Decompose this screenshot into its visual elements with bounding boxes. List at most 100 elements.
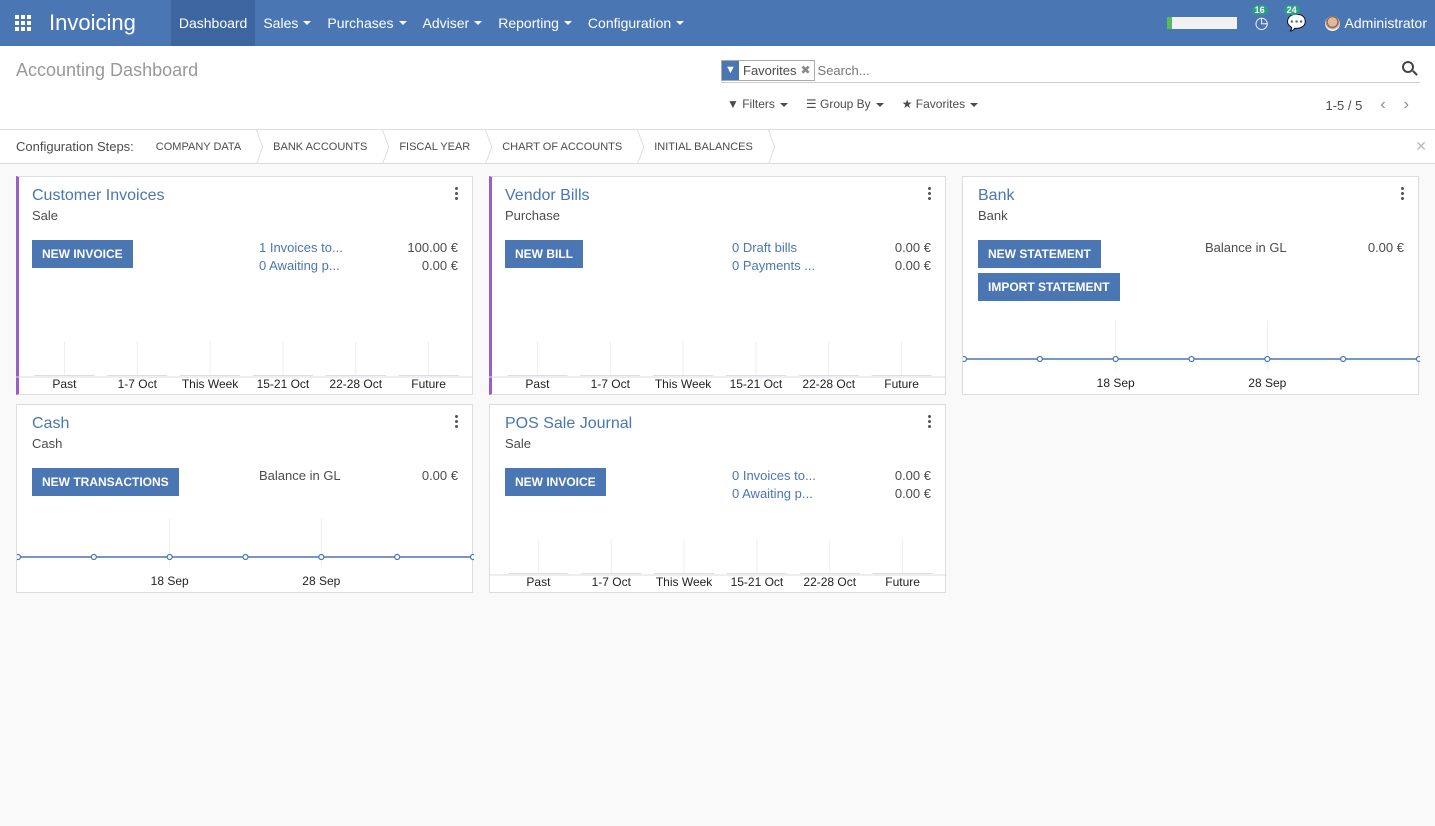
x-tick-label: 1-7 Oct bbox=[591, 377, 631, 391]
x-tick-label: Future bbox=[884, 377, 919, 391]
stat-label[interactable]: 0 Awaiting p... bbox=[732, 486, 813, 501]
journal-title[interactable]: Vendor Bills bbox=[505, 187, 590, 204]
journal-chart: 18 Sep 28 Sep bbox=[17, 519, 474, 588]
journal-title[interactable]: Cash bbox=[32, 415, 70, 432]
card-action-button[interactable]: NEW TRANSACTIONS bbox=[32, 468, 179, 496]
x-tick-label: 18 Sep bbox=[151, 574, 189, 588]
journal-type: Sale bbox=[505, 436, 532, 451]
stat-value: 0.00 € bbox=[894, 486, 931, 501]
stat-value: 0.00 € bbox=[421, 468, 458, 483]
pager-next-icon[interactable]: › bbox=[1403, 96, 1409, 113]
menu-configuration[interactable]: Configuration bbox=[580, 0, 692, 46]
menu-sales[interactable]: Sales bbox=[255, 0, 319, 46]
x-tick-label: 18 Sep bbox=[1097, 376, 1135, 390]
step-fiscal-year[interactable]: FISCAL YEAR bbox=[399, 130, 486, 164]
filter-icon: ▼ bbox=[722, 60, 739, 80]
kebab-menu-icon[interactable] bbox=[928, 415, 931, 428]
search-input[interactable] bbox=[817, 62, 1420, 78]
x-tick-label: This Week bbox=[182, 377, 239, 391]
card-action-button[interactable]: NEW STATEMENT bbox=[978, 240, 1101, 268]
menu-reporting[interactable]: Reporting bbox=[490, 0, 580, 46]
card-action-button[interactable]: IMPORT STATEMENT bbox=[978, 273, 1120, 301]
menu-label: Purchases bbox=[327, 15, 394, 31]
x-tick-label: Past bbox=[525, 377, 550, 391]
user-menu[interactable]: Administrator bbox=[1324, 15, 1427, 31]
x-tick-label: 28 Sep bbox=[302, 574, 340, 588]
bar bbox=[653, 375, 714, 376]
search-facet: ▼ Favorites ✖ bbox=[721, 59, 815, 81]
apps-menu-button[interactable] bbox=[0, 0, 46, 46]
data-point bbox=[469, 553, 474, 561]
kebab-menu-icon[interactable] bbox=[1401, 187, 1404, 200]
messages-button[interactable]: 💬 24 bbox=[1283, 5, 1307, 33]
journal-type: Cash bbox=[32, 436, 63, 451]
favorites-dropdown[interactable]: ★ Favorites bbox=[901, 97, 979, 111]
card-action-button[interactable]: NEW INVOICE bbox=[32, 240, 133, 268]
caret-down-icon bbox=[398, 21, 407, 25]
menu-adviser[interactable]: Adviser bbox=[415, 0, 491, 46]
journal-card: Cash Cash NEW TRANSACTIONS Balance in GL … bbox=[16, 404, 474, 593]
user-name: Administrator bbox=[1344, 15, 1427, 31]
journal-card: Bank Bank NEW STATEMENT IMPORT STATEMENT B… bbox=[962, 176, 1420, 395]
control-panel: Accounting Dashboard ▼Favorites✖ ▼ Filte… bbox=[0, 46, 1435, 130]
step-chart-of-accounts[interactable]: CHART OF ACCOUNTS bbox=[502, 130, 638, 164]
page-title: Accounting Dashboard bbox=[16, 60, 199, 80]
x-tick-label: 15-21 Oct bbox=[730, 377, 783, 391]
x-tick-label: Past bbox=[52, 377, 77, 391]
caret-down-icon bbox=[970, 102, 979, 107]
stat-label[interactable]: 0 Draft bills bbox=[732, 240, 798, 255]
stat-label[interactable]: 0 Awaiting p... bbox=[259, 258, 340, 273]
menu-dashboard[interactable]: Dashboard bbox=[170, 0, 256, 46]
card-action-button[interactable]: NEW BILL bbox=[505, 240, 583, 268]
stat-label[interactable]: 0 Invoices to... bbox=[732, 468, 816, 483]
filters-dropdown[interactable]: ▼ Filters bbox=[727, 97, 788, 111]
stat-label[interactable]: 1 Invoices to... bbox=[259, 240, 343, 255]
grid-icon bbox=[15, 15, 31, 31]
journal-type: Sale bbox=[32, 208, 59, 223]
pager-value[interactable]: 1-5 / 5 bbox=[1325, 97, 1363, 113]
stat-value: 0.00 € bbox=[421, 258, 458, 273]
bar bbox=[252, 375, 313, 376]
kebab-menu-icon[interactable] bbox=[455, 415, 458, 428]
journal-card: POS Sale Journal Sale NEW INVOICE 0 Invoi… bbox=[489, 404, 947, 593]
search-icon[interactable] bbox=[1402, 61, 1414, 73]
planner-progress-bar[interactable] bbox=[1166, 17, 1237, 29]
activity-button[interactable]: ◷ 16 bbox=[1251, 5, 1269, 33]
kebab-menu-icon[interactable] bbox=[455, 187, 458, 200]
card-action-button[interactable]: NEW INVOICE bbox=[505, 468, 606, 496]
favorites-label: Favorites bbox=[915, 97, 966, 111]
menu-label: Reporting bbox=[498, 15, 559, 31]
journal-chart: 18 Sep 28 Sep bbox=[963, 321, 1420, 390]
data-point bbox=[1415, 355, 1420, 363]
app-brand: Invoicing bbox=[49, 10, 136, 35]
stat-label[interactable]: 0 Payments ... bbox=[732, 258, 816, 273]
journal-title[interactable]: Customer Invoices bbox=[32, 187, 165, 204]
close-icon[interactable]: ✕ bbox=[1415, 138, 1427, 154]
step-company-data[interactable]: COMPANY DATA bbox=[156, 130, 257, 164]
journal-card: Vendor Bills Purchase NEW BILL 0 Draft bi… bbox=[489, 176, 946, 395]
filters-label: Filters bbox=[742, 97, 775, 111]
star-icon: ★ bbox=[901, 97, 916, 111]
data-point bbox=[1112, 355, 1119, 363]
journal-chart: Past 1-7 Oct This Week 15-21 Oct 22-28 Oct Fu… bbox=[490, 539, 947, 589]
bar bbox=[726, 573, 787, 574]
remove-facet-icon[interactable]: ✖ bbox=[800, 63, 811, 77]
menu-purchases[interactable]: Purchases bbox=[319, 0, 414, 46]
pager-previous-icon[interactable]: ‹ bbox=[1380, 96, 1386, 113]
journal-card: Customer Invoices Sale NEW INVOICE 1 Invo… bbox=[16, 176, 473, 395]
data-point bbox=[318, 553, 325, 561]
menu-label: Dashboard bbox=[178, 15, 248, 31]
bar bbox=[507, 375, 568, 376]
kebab-menu-icon[interactable] bbox=[928, 187, 931, 200]
journal-chart: Past 1-7 Oct This Week 15-21 Oct 22-28 Oct Fu… bbox=[16, 341, 473, 391]
group-by-label: Group By bbox=[819, 97, 871, 111]
journal-title[interactable]: Bank bbox=[978, 187, 1015, 204]
stat-value: 100.00 € bbox=[407, 240, 458, 255]
group-by-dropdown[interactable]: ☰ Group By bbox=[806, 97, 884, 111]
step-initial-balances[interactable]: INITIAL BALANCES bbox=[654, 130, 769, 164]
data-point bbox=[1036, 355, 1043, 363]
configuration-steps-bar: Configuration Steps: COMPANY DATA BANK A… bbox=[0, 130, 1435, 164]
step-bank-accounts[interactable]: BANK ACCOUNTS bbox=[273, 130, 383, 164]
data-point bbox=[90, 553, 97, 561]
journal-title[interactable]: POS Sale Journal bbox=[505, 415, 633, 432]
